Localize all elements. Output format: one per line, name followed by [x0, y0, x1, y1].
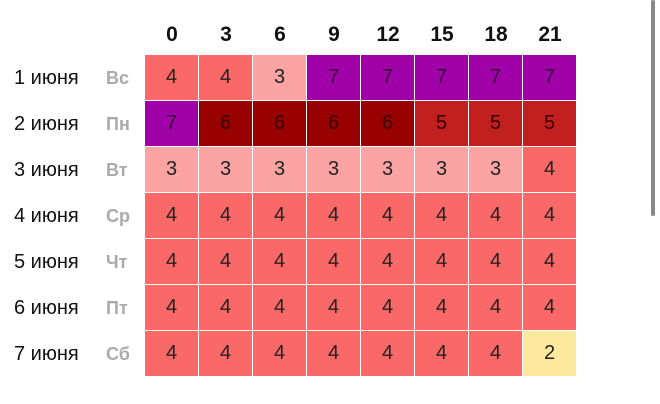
hour-header: 15 [430, 23, 454, 46]
kp-cell: 2 [523, 331, 576, 376]
kp-cell: 7 [361, 55, 414, 100]
hour-header: 9 [328, 23, 340, 46]
kp-cell: 4 [307, 239, 360, 284]
kp-cell: 3 [253, 147, 306, 192]
kp-cell: 4 [469, 193, 522, 238]
kp-cell: 4 [145, 55, 198, 100]
row-date: 1 июня [14, 67, 79, 89]
kp-cell: 4 [361, 239, 414, 284]
row-date: 2 июня [14, 113, 79, 135]
kp-cell: 7 [415, 55, 468, 100]
kp-cell: 4 [361, 193, 414, 238]
kp-cell: 4 [307, 193, 360, 238]
kp-cell: 7 [145, 101, 198, 146]
kp-cell: 4 [307, 331, 360, 376]
kp-cell: 4 [145, 239, 198, 284]
kp-cell: 4 [523, 193, 576, 238]
kp-cell: 4 [145, 331, 198, 376]
kp-cell: 3 [145, 147, 198, 192]
kp-cell: 7 [469, 55, 522, 100]
kp-cell: 4 [253, 285, 306, 330]
kp-cell: 6 [199, 101, 252, 146]
kp-cell: 3 [307, 147, 360, 192]
kp-cell: 4 [361, 331, 414, 376]
hour-header: 3 [220, 23, 232, 46]
row-weekday: Ср [106, 206, 130, 226]
hour-header: 12 [376, 23, 400, 46]
hour-header: 0 [166, 23, 178, 46]
kp-cell: 3 [415, 147, 468, 192]
kp-cell: 7 [523, 55, 576, 100]
kp-cell: 6 [361, 101, 414, 146]
kp-cell: 6 [253, 101, 306, 146]
kp-cell: 7 [307, 55, 360, 100]
kp-cell: 4 [415, 239, 468, 284]
kp-cell: 4 [199, 285, 252, 330]
kp-cell: 4 [199, 55, 252, 100]
kp-cell: 4 [199, 331, 252, 376]
kp-cell: 4 [469, 239, 522, 284]
kp-cell: 4 [253, 193, 306, 238]
row-weekday: Вт [106, 160, 128, 180]
row-date: 5 июня [14, 251, 79, 273]
hour-header: 21 [538, 23, 562, 46]
hour-header: 18 [484, 23, 508, 46]
kp-cell: 4 [415, 331, 468, 376]
kp-cell: 4 [523, 285, 576, 330]
kp-cell: 5 [469, 101, 522, 146]
kp-cell: 4 [469, 285, 522, 330]
kp-cell: 4 [523, 239, 576, 284]
kp-cell: 6 [307, 101, 360, 146]
kp-cell: 4 [415, 193, 468, 238]
kp-cell: 3 [469, 147, 522, 192]
kp-cell: 4 [145, 285, 198, 330]
kp-cell: 5 [523, 101, 576, 146]
row-weekday: Пт [106, 298, 128, 318]
kp-cell: 4 [415, 285, 468, 330]
hour-header: 6 [274, 23, 286, 46]
row-weekday: Вс [106, 68, 130, 88]
kp-cell: 4 [523, 147, 576, 192]
kp-cell: 4 [469, 331, 522, 376]
kp-cell: 4 [253, 331, 306, 376]
row-weekday: Пн [106, 114, 130, 134]
kp-cell: 4 [199, 193, 252, 238]
row-weekday: Чт [106, 252, 128, 272]
kp-cell: 4 [199, 239, 252, 284]
kp-cell: 4 [307, 285, 360, 330]
scrollbar[interactable] [651, 0, 655, 216]
kp-cell: 4 [253, 239, 306, 284]
row-date: 6 июня [14, 297, 79, 319]
kp-cell: 3 [361, 147, 414, 192]
kp-cell: 4 [145, 193, 198, 238]
kp-cell: 3 [199, 147, 252, 192]
kp-cell: 4 [361, 285, 414, 330]
row-date: 4 июня [14, 205, 79, 227]
row-date: 7 июня [14, 343, 79, 365]
row-weekday: Сб [106, 344, 130, 364]
row-date: 3 июня [14, 159, 79, 181]
kp-cell: 3 [253, 55, 306, 100]
kp-cell: 5 [415, 101, 468, 146]
